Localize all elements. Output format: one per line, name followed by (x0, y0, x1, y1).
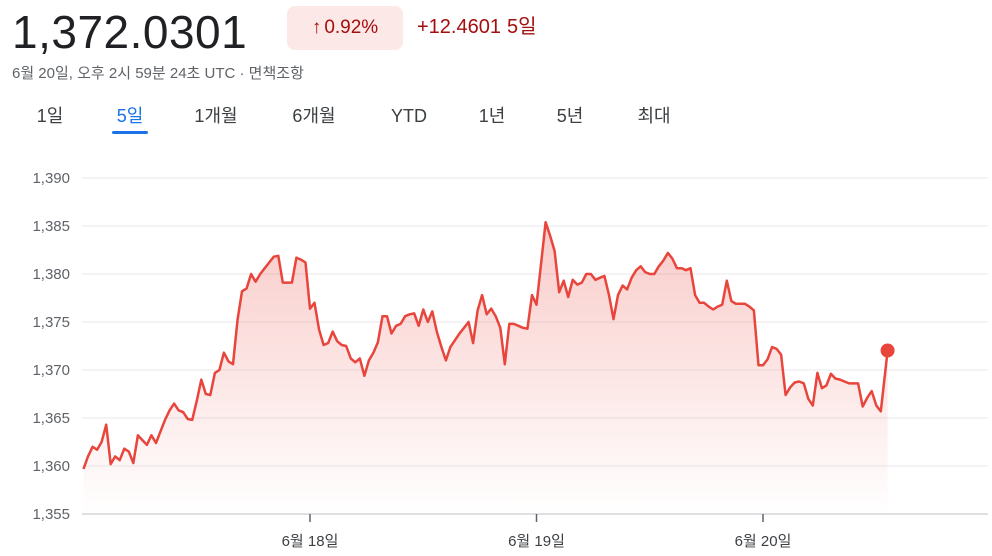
price-chart[interactable]: 1,355 1,360 1,365 1,370 1,375 1,380 1,385 1,390… (0, 150, 992, 556)
tab-6-month[interactable]: 6개월 (292, 106, 336, 126)
tab-ytd[interactable]: YTD (391, 106, 427, 126)
x-tick-label: 6월 19일 (508, 533, 565, 550)
x-tick-label: 6월 20일 (735, 533, 792, 550)
change-absolute: +12.4601 5일 (417, 12, 537, 42)
change-percent: 0.92% (324, 17, 379, 38)
change-period: 5일 (506, 16, 537, 38)
current-price: 1,372.0301 (12, 6, 248, 58)
y-tick-label: 1,390 (32, 170, 70, 187)
change-value: +12.4601 (417, 16, 501, 38)
tab-5-day[interactable]: 5일 (116, 106, 144, 126)
price-area-fill (83, 222, 888, 514)
active-tab-indicator (112, 131, 148, 134)
tab-1-year[interactable]: 1년 (478, 106, 506, 126)
tab-max[interactable]: 최대 (637, 106, 671, 126)
last-price-marker[interactable] (880, 343, 895, 358)
y-tick-label: 1,370 (32, 362, 70, 379)
y-tick-label: 1,365 (32, 410, 70, 427)
tab-1-day[interactable]: 1일 (36, 106, 64, 126)
y-tick-label: 1,360 (32, 458, 70, 475)
x-tick-label: 6월 18일 (282, 533, 339, 550)
change-percent-badge: ↑ 0.92% (287, 6, 403, 50)
y-tick-label: 1,385 (32, 218, 70, 235)
tab-5-year[interactable]: 5년 (556, 106, 584, 126)
y-tick-label: 1,375 (32, 314, 70, 331)
price-line[interactable] (82, 220, 889, 470)
range-tabs: 1일 5일 1개월 6개월 YTD 1년 5년 최대 (0, 100, 992, 136)
tab-1-month[interactable]: 1개월 (194, 106, 238, 126)
y-tick-label: 1,355 (32, 506, 70, 523)
price-timestamp: 6월 20일, 오후 2시 59분 24초 UTC · 면책조항 (12, 65, 304, 82)
y-tick-label: 1,380 (32, 266, 70, 283)
arrow-up-icon: ↑ (311, 17, 322, 38)
